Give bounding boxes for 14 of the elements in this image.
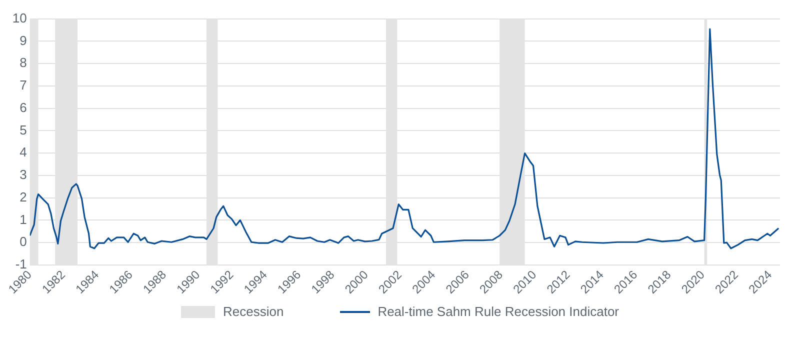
y-tick-label: 5	[20, 122, 27, 138]
y-tick-label: 6	[20, 100, 27, 115]
legend-label: Recession	[222, 304, 284, 319]
y-tick-label: 7	[20, 78, 27, 93]
y-tick-label: 9	[20, 32, 27, 48]
y-tick-label: -1	[15, 256, 27, 272]
y-tick-label: 10	[12, 10, 27, 26]
y-tick-label: 1	[20, 212, 27, 227]
y-tick-label: 2	[20, 189, 27, 204]
y-tick-label: 0	[20, 234, 27, 250]
y-tick-label: 3	[20, 167, 27, 182]
y-tick-label: 8	[20, 55, 27, 70]
legend-label: Real-time Sahm Rule Recession Indicator	[378, 304, 620, 319]
y-tick-label: 4	[20, 144, 27, 160]
